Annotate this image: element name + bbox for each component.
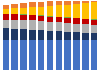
Bar (47, 40, 53, 70)
Bar (12, 29, 18, 40)
Bar (3, 5, 9, 9)
Bar (38, 40, 44, 70)
Bar (91, 20, 97, 25)
Bar (82, 40, 88, 70)
Bar (38, 30, 44, 40)
Bar (64, 23, 71, 32)
Bar (56, 17, 62, 22)
Bar (20, 8, 27, 14)
Bar (29, 20, 36, 30)
Bar (91, 33, 97, 40)
Bar (29, 30, 36, 40)
Bar (91, 0, 97, 2)
Bar (20, 3, 27, 8)
Bar (3, 20, 9, 28)
Bar (91, 2, 97, 19)
Bar (91, 40, 97, 70)
Bar (20, 15, 27, 20)
Bar (38, 7, 44, 15)
Bar (29, 15, 36, 20)
Bar (82, 3, 88, 19)
Bar (64, 18, 71, 23)
Bar (56, 31, 62, 40)
Bar (91, 19, 97, 20)
Bar (82, 33, 88, 40)
Bar (12, 20, 18, 29)
Bar (47, 31, 53, 40)
Bar (56, 40, 62, 70)
Bar (3, 9, 9, 14)
Bar (47, 1, 53, 6)
Bar (47, 22, 53, 31)
Bar (12, 40, 18, 70)
Bar (12, 8, 18, 14)
Bar (47, 16, 53, 22)
Bar (20, 20, 27, 29)
Bar (3, 14, 9, 20)
Bar (29, 7, 36, 15)
Bar (38, 2, 44, 7)
Bar (64, 17, 71, 18)
Bar (64, 0, 71, 5)
Bar (73, 18, 80, 24)
Bar (73, 40, 80, 70)
Bar (56, 5, 62, 16)
Bar (73, 0, 80, 4)
Bar (64, 5, 71, 17)
Bar (20, 14, 27, 15)
Bar (56, 0, 62, 5)
Bar (73, 24, 80, 32)
Bar (12, 14, 18, 20)
Bar (38, 16, 44, 21)
Bar (82, 0, 88, 3)
Bar (64, 40, 71, 70)
Bar (47, 6, 53, 16)
Bar (20, 29, 27, 40)
Bar (64, 32, 71, 40)
Bar (38, 15, 44, 16)
Bar (12, 4, 18, 8)
Bar (56, 22, 62, 31)
Bar (38, 21, 44, 30)
Bar (82, 24, 88, 33)
Bar (73, 4, 80, 18)
Bar (56, 16, 62, 17)
Bar (91, 25, 97, 33)
Bar (82, 19, 88, 24)
Bar (3, 40, 9, 70)
Bar (29, 2, 36, 7)
Bar (73, 32, 80, 40)
Bar (29, 40, 36, 70)
Bar (20, 40, 27, 70)
Bar (3, 28, 9, 40)
